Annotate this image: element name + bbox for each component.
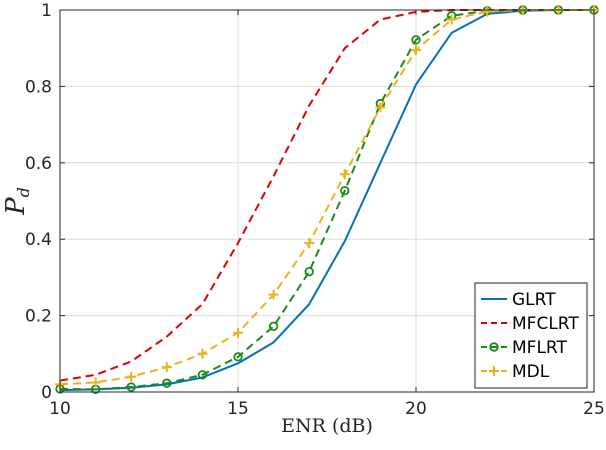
data-point-mdl	[339, 169, 350, 180]
data-point-mdl	[268, 289, 279, 300]
data-point-mflrt	[162, 378, 172, 388]
y-tick-label: 0	[41, 383, 52, 403]
series-line-glrt	[59, 9, 594, 392]
data-point-mflrt	[340, 185, 350, 196]
y-tick-label: 0.2	[25, 307, 52, 327]
y-tick-label: 0.8	[25, 77, 52, 97]
data-point-mdl	[197, 348, 208, 359]
x-axis-label: ENR (dB)	[281, 415, 373, 437]
data-point-mflrt	[489, 342, 499, 352]
y-tick-label: 0.6	[25, 154, 52, 174]
series-glrt	[59, 9, 594, 392]
y-axis-label-subscript: d	[14, 187, 33, 197]
data-point-mflrt	[268, 321, 279, 331]
data-point-mdl	[411, 45, 421, 56]
tick-labels: 10 15 20 25 0 0.2 0.4 0.6 0.8 1	[25, 1, 605, 419]
data-point-mdl	[126, 371, 137, 382]
data-point-mflrt	[304, 266, 314, 277]
legend: GLRT MFCLRT MFLRT MDL	[474, 282, 588, 389]
legend-entry-mflrt: MFLRT	[481, 338, 567, 358]
series-line-mflrt	[59, 9, 594, 391]
y-axis-label-main: P	[1, 197, 31, 216]
x-tick-label: 10	[49, 399, 71, 419]
series-line-mdl	[59, 9, 594, 386]
legend-label: MFLRT	[512, 338, 567, 358]
data-point-mdl	[375, 102, 386, 113]
data-point-mdl	[446, 14, 457, 25]
data-point-mflrt	[411, 35, 421, 45]
tick-marks	[59, 9, 595, 393]
data-point-mdl	[233, 327, 243, 338]
data-point-mflrt	[233, 352, 243, 362]
legend-label: GLRT	[512, 290, 556, 310]
x-tick-label: 25	[583, 399, 605, 419]
legend-entry-mdl: MDL	[481, 362, 550, 382]
plot-frame	[59, 9, 595, 393]
data-point-mflrt	[197, 370, 208, 380]
data-point-mdl	[482, 6, 493, 17]
data-point-mflrt	[126, 382, 136, 392]
legend-label: MDL	[512, 362, 550, 382]
y-axis-label: Pd	[1, 187, 33, 216]
y-tick-label: 0.4	[25, 230, 52, 250]
data-point-mdl	[90, 377, 101, 388]
data-point-mdl	[161, 362, 172, 373]
y-tick-label: 1	[41, 1, 52, 21]
x-tick-label: 20	[405, 399, 427, 419]
data-point-mdl	[304, 238, 315, 249]
data-point-mdl	[489, 366, 499, 376]
legend-entry-glrt: GLRT	[481, 290, 556, 310]
legend-label: MFCLRT	[512, 314, 579, 334]
legend-entry-mfclrt: MFCLRT	[481, 314, 579, 334]
x-tick-label: 15	[227, 399, 249, 419]
